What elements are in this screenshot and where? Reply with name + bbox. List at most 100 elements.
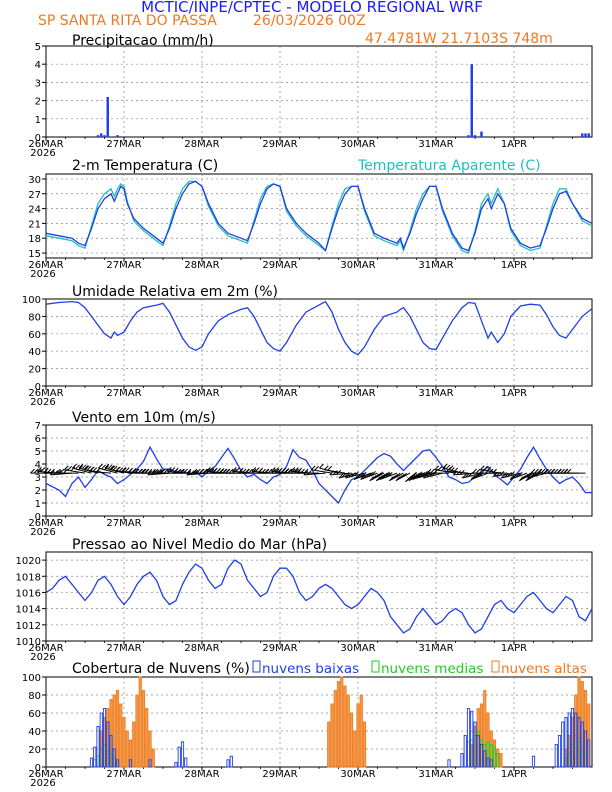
wind-barb-flag [257, 468, 263, 474]
cloud-bar-nuvens-baixas [128, 759, 133, 768]
precip-xlabel-0: 26MAR [28, 139, 63, 150]
wind-barb-flag [353, 475, 359, 480]
wind-barb-flag [374, 473, 379, 479]
cloud-bar-nuvens-altas [340, 676, 344, 768]
precip-bar [480, 131, 483, 137]
wind-barb-flag [527, 473, 532, 479]
pres-ylabel: 1016 [16, 588, 41, 599]
temp-ylabel: 15 [28, 249, 41, 260]
wind-barb-flag [442, 463, 448, 469]
wind-barb-flag [509, 475, 515, 480]
cloud-bar-nuvens-baixas [447, 759, 451, 768]
wind-barb-flag [300, 468, 305, 474]
cloud-bar-nuvens-altas [135, 694, 139, 768]
wind-barb-flag [50, 468, 55, 474]
wind-barb-flag [209, 468, 215, 474]
pres-ylabel: 1014 [16, 605, 41, 616]
rh-ylabel: 20 [28, 365, 41, 376]
cloud-bar-nuvens-altas [336, 681, 341, 768]
wind-ylabel: 3 [35, 473, 41, 484]
wind-barb-flag [70, 466, 76, 472]
rh-ylabel: 80 [28, 312, 41, 323]
pres-ylabel: 1012 [16, 621, 41, 632]
cloud-bar-nuvens-altas [349, 712, 354, 768]
wind-barb-flag [566, 468, 572, 474]
wind-series-line [45, 445, 592, 505]
pres-year: 2026 [30, 652, 55, 663]
temp-ylabel: 24 [28, 205, 41, 216]
wind-barb-flag [248, 468, 253, 474]
clouds-title: Cobertura de Nuvens (%) [72, 661, 250, 677]
wind-barb-flag [310, 465, 316, 471]
wind-barb-flag [293, 467, 299, 473]
wind-barb-flag [499, 471, 505, 476]
temp-xlabel-0: 26MAR [28, 260, 63, 271]
rh-xlabel-5: 31MAR [418, 388, 453, 399]
panel-wind: 26MAR 27MAR 28MAR 29MAR 30MAR 31MAR 1APR 2026 0 1… [28, 421, 593, 538]
wind-barb-flag [472, 468, 477, 474]
wind-barb-flag [131, 468, 136, 474]
precip-frame [45, 45, 593, 138]
wind-barb-flag [124, 467, 130, 473]
wind-barb-flag [430, 468, 435, 474]
wind-barb-flag [154, 469, 160, 475]
precip-bar [581, 133, 584, 137]
rh-xlabel-6: 1APR [501, 388, 527, 399]
wind-barb-flag [423, 473, 428, 479]
rh-title: Umidade Relativa em 2m (%) [72, 284, 278, 300]
wind-barb-flag [456, 470, 462, 475]
wind-barb-flag [56, 468, 61, 474]
wind-barb-flag [267, 468, 273, 474]
cloud-bar-nuvens-baixas [184, 757, 188, 768]
wind-barb-flag [88, 467, 94, 472]
wind-barb-flag [543, 468, 549, 474]
wind-barb-flag [354, 471, 359, 477]
precip-xlabel-5: 31MAR [418, 139, 453, 150]
wind-barb-flag [362, 474, 368, 479]
wind-barb-flag [479, 465, 485, 471]
rh-xlabel-4: 30MAR [340, 388, 375, 399]
wind-barb-flag [336, 469, 342, 475]
precip-xlabel-3: 29MAR [262, 139, 297, 150]
cloud-bar-nuvens-baixas [106, 721, 110, 768]
pres-xlabel-5: 31MAR [418, 643, 453, 654]
wind-barb-flag [344, 472, 350, 477]
cloud-bar-nuvens-baixas [473, 721, 477, 768]
wind-barb-flag [225, 468, 230, 474]
wind-barb-flag [290, 467, 296, 472]
cloud-bar-nuvens-baixas [463, 735, 467, 768]
wind-barb-flag [157, 468, 162, 474]
precip-bar [473, 135, 477, 137]
cloud-bar-nuvens-medias [492, 746, 497, 768]
wind-barb-flag [376, 472, 382, 478]
wind-barb-flag [412, 471, 417, 477]
wind-barb-flag [560, 468, 565, 474]
wind-barb-flag [517, 472, 523, 477]
wind-barb-flag [314, 465, 319, 471]
wind-barb-flag [345, 473, 350, 479]
wind-barb-flag [205, 467, 211, 472]
wind-barb-flag [199, 468, 204, 474]
cloud-bar-nuvens-baixas [115, 759, 120, 768]
rh-xlabel-3: 29MAR [262, 388, 297, 399]
legend-low-label: nuvens baixas [262, 661, 359, 677]
panel-temperature: 26MAR 27MAR 28MAR 29MAR 30MAR 31MAR 1APR 2026 15… [28, 173, 593, 280]
cloud-bar-nuvens-baixas [112, 748, 116, 768]
wind-barb-flag [173, 468, 178, 474]
pres-xlabel-1: 27MAR [106, 643, 141, 654]
wind-barb-flag [393, 473, 399, 479]
wind-barb-flag [414, 474, 420, 479]
cloud-bar-nuvens-baixas [587, 739, 591, 768]
temp-xlabel-2: 28MAR [184, 260, 219, 271]
wind-barb-flag [193, 469, 199, 475]
wind-barb-flag [492, 472, 498, 477]
wind-barb-flag [98, 463, 103, 469]
cloud-bar-nuvens-altas [359, 694, 363, 768]
wind-barb-flag [530, 472, 535, 478]
panel-pressure: 26MAR 27MAR 28MAR 29MAR 30MAR 31MAR 1APR 2026 10… [16, 551, 593, 663]
wind-barb-flag [107, 464, 113, 470]
cloud-bar-nuvens-baixas [577, 717, 581, 768]
temp-year: 2026 [30, 269, 55, 280]
wind-barb-flag [360, 475, 366, 480]
temp-xlabel-1: 27MAR [106, 260, 141, 271]
